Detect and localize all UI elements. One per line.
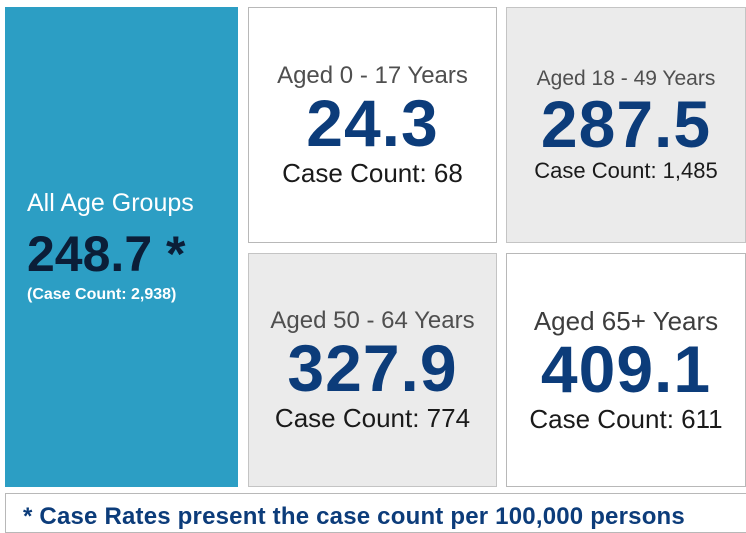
case-rate-footnote-text: * Case Rates present the case count per …	[23, 503, 685, 530]
age-65-plus-rate: 409.1	[540, 332, 712, 407]
all-age-groups-tile: All Age Groups 248.7 * (Case Count: 2,93…	[5, 7, 238, 487]
age-50-64-rate: 327.9	[287, 331, 458, 406]
age-50-64-label: Aged 50 - 64 Years	[270, 306, 475, 334]
age-50-64-tile: Aged 50 - 64 Years 327.9 Case Count: 774	[248, 253, 497, 487]
all-age-groups-label: All Age Groups	[27, 188, 194, 217]
age-0-17-case-count: Case Count: 68	[282, 157, 463, 188]
age-65-plus-tile: Aged 65+ Years 409.1 Case Count: 611	[506, 253, 746, 487]
age-0-17-tile: Aged 0 - 17 Years 24.3 Case Count: 68	[248, 7, 497, 243]
age-18-49-rate: 287.5	[540, 86, 712, 161]
age-18-49-label: Aged 18 - 49 Years	[536, 66, 716, 90]
age-65-plus-label: Aged 65+ Years	[533, 305, 719, 336]
case-rate-footnote: * Case Rates present the case count per …	[5, 493, 746, 533]
age-18-49-tile: Aged 18 - 49 Years 287.5 Case Count: 1,4…	[506, 7, 746, 243]
age-0-17-label: Aged 0 - 17 Years	[277, 61, 468, 89]
age-65-plus-case-count: Case Count: 611	[529, 403, 723, 434]
all-age-groups-rate: 248.7 *	[27, 225, 186, 282]
age-0-17-rate: 24.3	[306, 86, 439, 161]
all-age-groups-case-count: (Case Count: 2,938)	[27, 286, 177, 304]
age-50-64-case-count: Case Count: 774	[274, 402, 471, 433]
age-18-49-case-count: Case Count: 1,485	[534, 158, 718, 184]
